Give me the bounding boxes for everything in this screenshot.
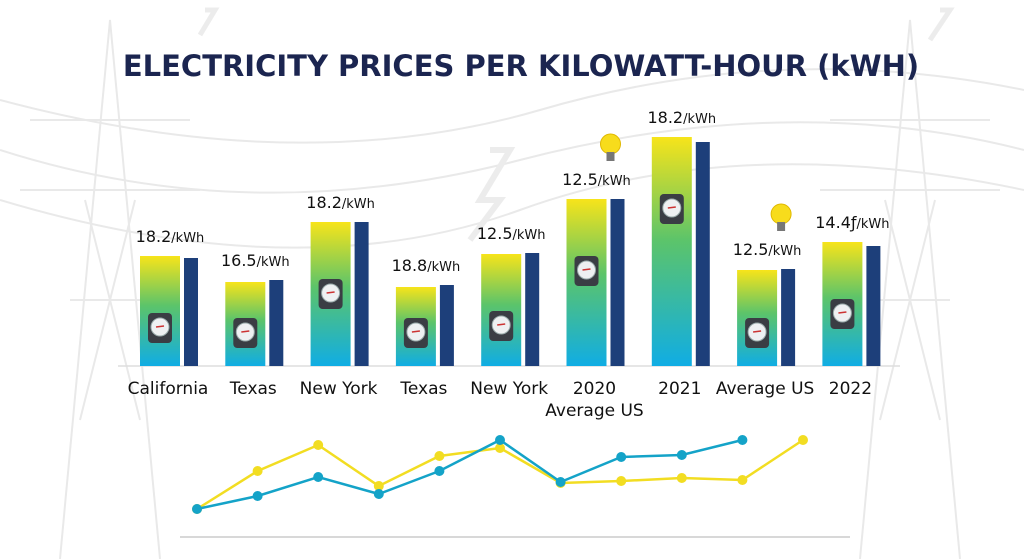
bar-group: 18.2/kWh 2021 (647, 108, 716, 399)
data-label-unit: /kWh (171, 231, 204, 246)
bar-navy (184, 258, 198, 366)
line-point (737, 475, 748, 485)
bar-navy (269, 280, 284, 366)
data-label-value: 16.5 (221, 251, 257, 270)
bar-navy (439, 285, 454, 366)
data-label-unit: /kWh (427, 260, 460, 275)
line-point (676, 450, 687, 460)
data-label-unit: /kWh (683, 112, 716, 127)
bar-group: 14.4ƒ/kWh 2022 (815, 213, 889, 399)
data-label: 16.5/kWh (221, 251, 290, 270)
category-label: Average US (716, 379, 814, 399)
bar-group: 18.8/kWh Texas (392, 256, 461, 399)
category-label: 2021 (658, 379, 701, 399)
line-point (676, 473, 687, 483)
bar-group: 16.5/kWh Texas (221, 251, 290, 399)
electric-meter-icon (574, 256, 599, 286)
data-label: 18.8/kWh (392, 256, 461, 275)
line-point (373, 481, 384, 491)
line-series (196, 438, 743, 511)
background-pylons (0, 7, 1024, 559)
lightbulb-icon (770, 203, 792, 231)
data-label-unit: /kWh (598, 174, 631, 189)
category-label: 2020 (573, 379, 616, 399)
bar-navy (525, 253, 540, 366)
line-point (252, 466, 263, 476)
bar-group: 18.2/kWh California (128, 227, 209, 399)
category-label: New York (470, 379, 548, 399)
electric-meter-icon (659, 194, 684, 224)
data-label-value: 18.8 (392, 256, 428, 275)
category-label: Average US (545, 401, 643, 421)
line-point (555, 477, 566, 487)
electric-meter-icon (830, 299, 855, 329)
electric-meter-icon (318, 279, 343, 309)
data-label: 12.5/kWh (477, 224, 546, 243)
line-point (434, 466, 445, 476)
line-point (252, 491, 263, 501)
bar-navy (781, 269, 796, 366)
data-label-unit: /kWh (342, 197, 375, 212)
bar-gradient (140, 256, 180, 366)
data-label-value: 18.2 (647, 108, 683, 127)
line-point (737, 435, 748, 445)
bar-gradient (651, 137, 692, 366)
line-point (495, 443, 505, 453)
data-label: 14.4ƒ/kWh (815, 213, 889, 232)
data-label-value: 12.5 (562, 170, 598, 189)
bar-navy (610, 199, 625, 366)
electric-meter-icon (233, 318, 258, 348)
data-label: 18.2/kWh (647, 108, 716, 127)
chart-title: ELECTRICITY PRICES PER KILOWATT-HOUR (kW… (123, 49, 919, 83)
data-label-unit: /kWh (513, 228, 546, 243)
category-label: Texas (399, 379, 447, 399)
line-point (313, 472, 324, 482)
data-label-unit: /kWh (857, 217, 890, 232)
line-point (495, 435, 505, 445)
line-point (434, 451, 445, 461)
category-label: 2022 (829, 379, 872, 399)
data-label-value: 12.5 (733, 240, 769, 259)
line-point (192, 504, 202, 514)
bar-navy (695, 142, 710, 366)
electric-meter-icon (489, 311, 514, 341)
bar-navy (354, 222, 369, 366)
data-label: 12.5/kWh (562, 170, 631, 189)
data-label-value: 14.4ƒ (815, 213, 857, 232)
data-label-value: 12.5 (477, 224, 513, 243)
data-label: 18.2/kWh (306, 193, 375, 212)
bar-group: 12.5/kWh Average US (716, 203, 814, 399)
line-point (616, 476, 627, 486)
lightbulb-icon (600, 133, 621, 161)
electric-meter-icon (745, 318, 770, 348)
line-point (798, 435, 808, 445)
data-label-value: 18.2 (136, 227, 172, 246)
data-label-unit: /kWh (257, 255, 290, 270)
bar-group: 18.2/kWh New York (300, 193, 378, 399)
data-label-value: 18.2 (306, 193, 342, 212)
bar-gradient (481, 254, 522, 366)
category-label: Texas (229, 379, 277, 399)
line-point (616, 452, 627, 462)
line-point (373, 489, 384, 499)
category-label: New York (300, 379, 378, 399)
data-label-unit: /kWh (768, 244, 801, 259)
bar-group: 12.5/kWh New York (470, 224, 548, 399)
data-label: 12.5/kWh (733, 240, 802, 259)
line-point (313, 440, 324, 450)
data-label: 18.2/kWh (136, 227, 205, 246)
electric-meter-icon (403, 318, 428, 348)
electric-meter-icon (148, 313, 172, 343)
category-label: California (128, 379, 209, 399)
bar-navy (866, 246, 881, 366)
